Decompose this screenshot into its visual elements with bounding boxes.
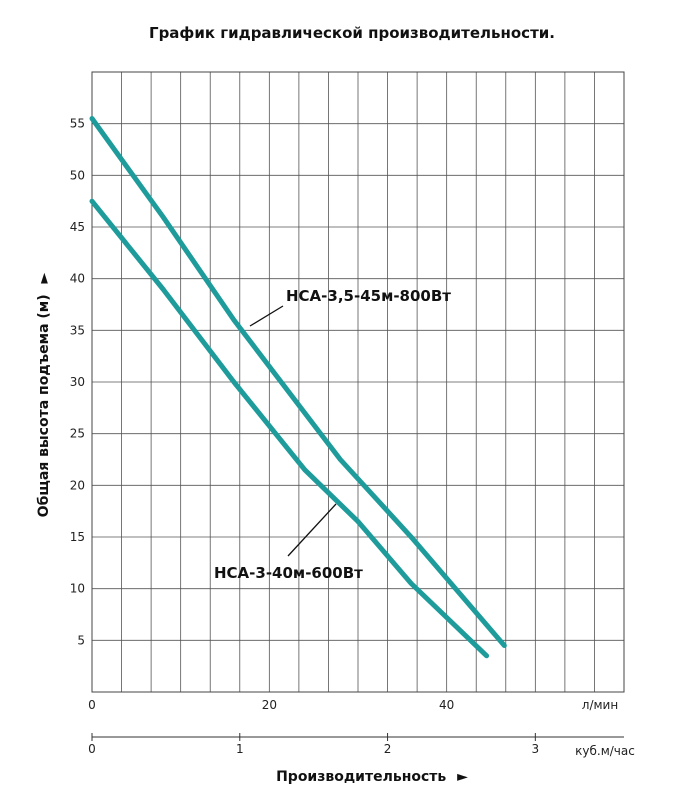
y-tick-label: 5 [77,633,85,647]
x2-tick-label: 0 [88,742,96,756]
leader-line-0 [249,305,284,327]
y-axis-title: Общая высота подъема (м) ► [36,272,52,517]
x-axis-title: Производительность ► [276,769,468,785]
y-tick-label: 35 [70,323,85,337]
y-tick-label: 10 [70,582,85,596]
y-tick-label: 30 [70,375,85,389]
series-line-0 [89,116,507,648]
secondary-x-axis: 0 1 2 3 [88,733,624,756]
leader-line-1 [287,503,337,557]
y-tick-label: 55 [70,117,85,131]
x-unit-label: л/мин [582,698,618,712]
x-axis-arrow: ► [457,769,468,785]
x-tick-label: 40 [439,698,454,712]
y-axis-ticks: 5 10 15 20 25 30 35 40 45 50 55 [70,117,85,648]
x2-tick-label: 1 [236,742,244,756]
plot-frame [91,71,625,693]
x2-unit-label: куб.м/час [575,744,635,758]
x-tick-label: 0 [88,698,96,712]
x2-tick-label: 3 [532,742,540,756]
series-label-nsa-3-40m: НСА-3-40м-600Вт [214,564,363,582]
series-line-1 [89,198,490,659]
series-lines [89,116,507,659]
grid [91,71,625,693]
y-tick-label: 45 [70,220,85,234]
x-axis-ticks: 0 20 40 [88,698,454,712]
y-tick-label: 20 [70,478,85,492]
y-tick-label: 50 [70,168,85,182]
x2-tick-label: 2 [384,742,392,756]
y-tick-label: 15 [70,530,85,544]
y-axis-arrow: ► [36,272,52,283]
chart-title: График гидравлической производительности… [149,24,555,42]
label-leaders [249,305,337,557]
x-tick-label: 20 [262,698,277,712]
y-tick-label: 25 [70,427,85,441]
y-tick-label: 40 [70,272,85,286]
series-label-nsa-3-5-45m: НСА-3,5-45м-800Вт [286,287,451,305]
